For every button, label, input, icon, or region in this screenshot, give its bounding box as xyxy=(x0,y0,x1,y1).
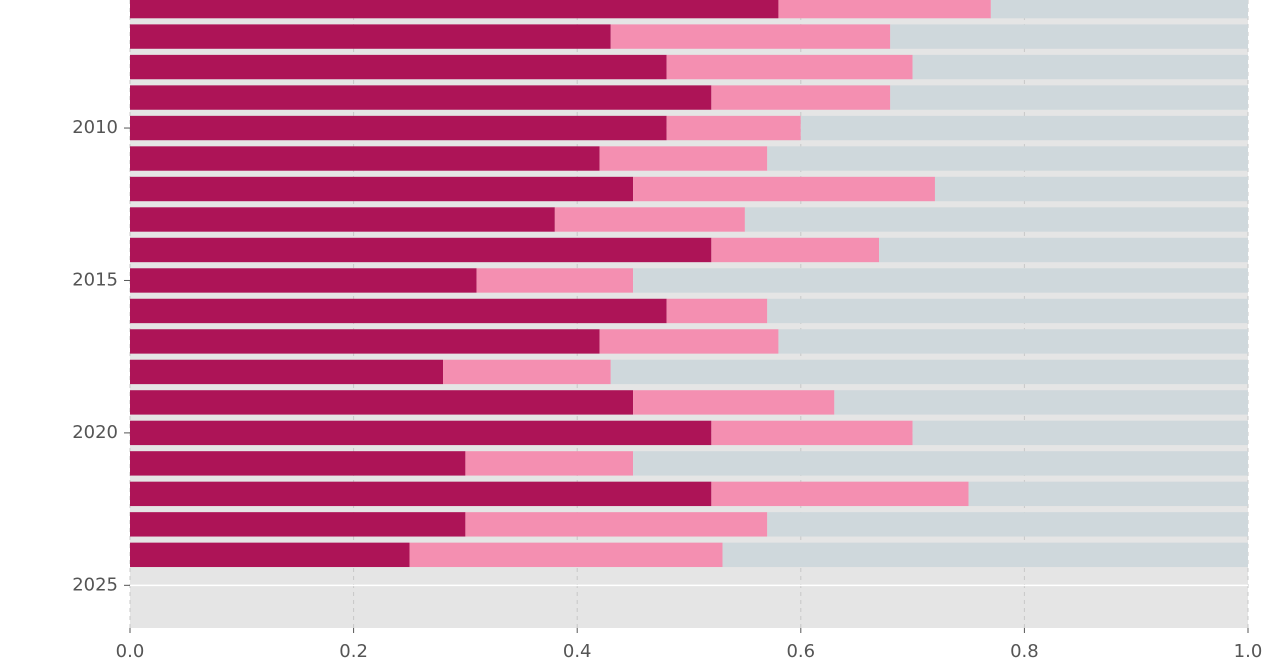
bar-segment xyxy=(130,115,667,141)
bar-segment xyxy=(554,207,745,232)
bar-segment xyxy=(130,54,667,80)
bar-segment xyxy=(711,481,969,507)
bar-segment xyxy=(130,85,712,110)
bar-segment xyxy=(800,115,1248,141)
x-tick-label: 1.0 xyxy=(1234,641,1263,662)
bar-segment xyxy=(130,268,477,293)
bar-segment xyxy=(934,176,1248,202)
bar-segment xyxy=(711,420,913,446)
bar-segment xyxy=(633,268,1248,293)
x-tick-label: 0.2 xyxy=(339,641,368,662)
bar-segment xyxy=(465,451,634,476)
bar-segment xyxy=(130,481,712,507)
bar-segment xyxy=(711,85,891,110)
bar-segment xyxy=(912,420,1248,446)
bar-segment xyxy=(890,24,1248,49)
bar-segment xyxy=(130,329,600,354)
bar-segment xyxy=(778,329,1248,354)
bar-segment xyxy=(130,420,712,446)
bar-segment xyxy=(990,0,1248,19)
bar-segment xyxy=(130,298,667,324)
bar-segment xyxy=(130,146,600,171)
y-tick-label: 2025 xyxy=(72,574,118,595)
bar-segment xyxy=(633,451,1248,476)
bar-segment xyxy=(130,451,466,476)
x-tick-label: 0.6 xyxy=(786,641,815,662)
x-tick-label: 0.4 xyxy=(563,641,592,662)
bar-segment xyxy=(890,85,1248,110)
bar-segment xyxy=(722,542,1248,568)
bar-segment xyxy=(767,512,1248,537)
bar-segment xyxy=(744,207,1248,232)
bar-segment xyxy=(610,24,891,49)
bar-segment xyxy=(130,390,634,415)
bar-segment xyxy=(666,54,913,80)
bar-segment xyxy=(633,176,935,202)
bar-segment xyxy=(443,359,611,385)
bar-segment xyxy=(130,207,555,232)
bar-segment xyxy=(465,512,768,537)
x-tick-label: 0.8 xyxy=(1010,641,1039,662)
bar-segment xyxy=(711,237,880,263)
bar-segment xyxy=(968,481,1248,507)
x-tick-label: 0.0 xyxy=(116,641,145,662)
bar-segment xyxy=(666,298,768,324)
bar-segment xyxy=(130,0,779,19)
bar-segment xyxy=(130,512,466,537)
bar-segment xyxy=(599,146,768,171)
y-tick-label: 2015 xyxy=(72,269,118,290)
bar-segment xyxy=(130,237,712,263)
bar-segment xyxy=(778,0,991,19)
bar-segment xyxy=(633,390,835,415)
bar-segment xyxy=(767,146,1248,171)
bar-segment xyxy=(409,542,723,568)
bar-segment xyxy=(834,390,1248,415)
bar-segment xyxy=(912,54,1248,80)
bar-segment xyxy=(610,359,1248,385)
bar-segment xyxy=(130,359,444,385)
bar-segment xyxy=(476,268,634,293)
bar-segment xyxy=(130,24,611,49)
y-tick-label: 2010 xyxy=(72,117,118,138)
bar-segment xyxy=(767,298,1248,324)
bar-segment xyxy=(666,115,801,141)
y-tick-label: 2020 xyxy=(72,422,118,443)
bar-segment xyxy=(599,329,779,354)
bar-segment xyxy=(879,237,1248,263)
bar-segment xyxy=(130,176,634,202)
bar-segment xyxy=(130,542,410,568)
